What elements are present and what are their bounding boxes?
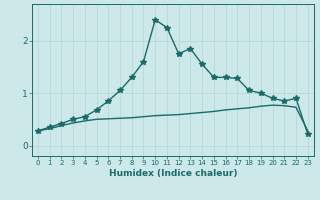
X-axis label: Humidex (Indice chaleur): Humidex (Indice chaleur) bbox=[108, 169, 237, 178]
